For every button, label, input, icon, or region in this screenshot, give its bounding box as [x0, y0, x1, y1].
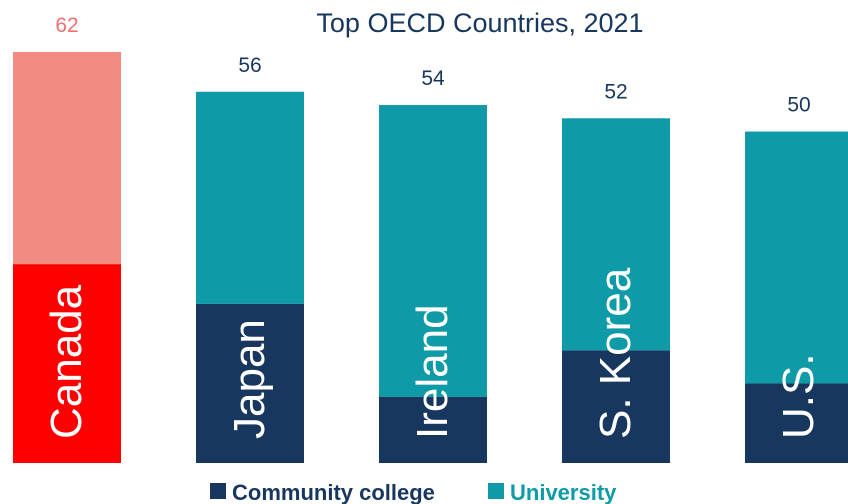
bar-community-college-ireland [379, 396, 487, 463]
bar-university-u-s [745, 131, 848, 384]
bar-community-college-japan [196, 303, 304, 463]
bar-university-s-korea [562, 118, 670, 351]
bar-community-college-canada [13, 264, 121, 463]
bar-university-ireland [379, 105, 487, 397]
total-label-s-korea: 52 [604, 80, 627, 103]
legend-swatch-university [488, 483, 504, 499]
total-label-canada: 62 [55, 14, 78, 37]
bar-university-canada [13, 52, 121, 265]
bars: 62 Canada 56 Japan 54 Ireland 52 S. Korea 50 U.S. [13, 14, 848, 463]
total-label-u-s: 50 [787, 94, 810, 117]
chart-title: Top OECD Countries, 2021 [316, 8, 643, 38]
country-label-u-s: U.S. [774, 353, 823, 439]
total-label-ireland: 54 [421, 67, 445, 90]
country-label-s-korea: S. Korea [591, 267, 640, 439]
legend-label-university: University [510, 480, 617, 504]
total-label-japan: 56 [238, 54, 261, 77]
country-label-japan: Japan [225, 319, 274, 439]
bar-community-college-u-s [745, 383, 848, 463]
bar-community-college-s-korea [562, 350, 670, 463]
country-label-ireland: Ireland [408, 304, 457, 439]
legend-label-community-college: Community college [232, 480, 435, 504]
legend: Community college University [210, 480, 617, 504]
country-label-canada: Canada [42, 284, 91, 439]
bar-university-japan [196, 91, 304, 304]
legend-swatch-community-college [210, 483, 226, 499]
